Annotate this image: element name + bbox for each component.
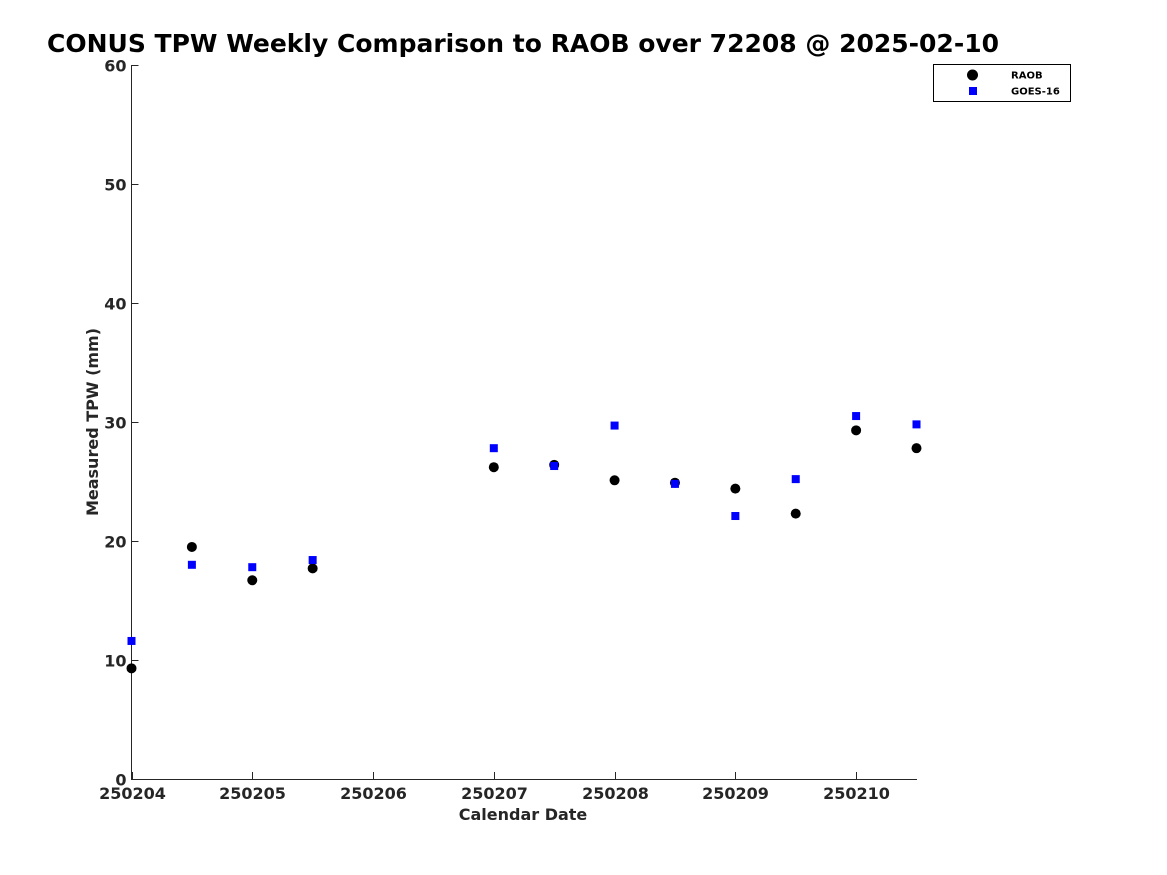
x-ticks: 250204 250205 250206 250207 250208 250209 2502… — [99, 772, 890, 803]
x-tick-label: 250204 — [99, 784, 166, 803]
raob-point — [307, 563, 318, 574]
legend-box — [933, 64, 1071, 102]
legend: RAOB GOES-16 — [933, 64, 1071, 102]
series-layer — [126, 412, 922, 674]
x-tick-label: 250205 — [219, 784, 286, 803]
series-raob — [126, 425, 922, 674]
x-tick-label: 250207 — [461, 784, 528, 803]
raob-point — [609, 475, 620, 486]
goes16-point — [127, 636, 136, 645]
x-axis-label: Calendar Date — [459, 805, 588, 824]
goes16-point — [912, 420, 921, 429]
raob-point — [911, 443, 922, 454]
series-goes16 — [127, 412, 921, 645]
legend-raob-label: RAOB — [1011, 71, 1043, 82]
y-ticks: 0 10 20 30 40 50 60 — [104, 57, 139, 790]
goes16-point — [489, 444, 498, 453]
y-tick-label: 50 — [104, 176, 126, 195]
goes16-point — [791, 475, 800, 484]
raob-point — [186, 541, 197, 552]
legend-goes16-label: GOES-16 — [1011, 87, 1060, 98]
y-tick-label: 20 — [104, 533, 126, 552]
goes16-point — [610, 421, 619, 430]
raob-point — [790, 508, 801, 519]
goes16-point — [731, 512, 740, 521]
goes16-point — [248, 563, 257, 572]
y-tick-label: 60 — [104, 57, 126, 76]
x-tick-label: 250209 — [702, 784, 769, 803]
goes16-point — [550, 462, 559, 471]
goes16-point — [308, 556, 317, 565]
y-tick-label: 40 — [104, 295, 126, 314]
y-tick-label: 0 — [115, 771, 126, 790]
raob-point — [488, 462, 499, 473]
raob-point — [851, 425, 862, 436]
x-tick-label: 250208 — [582, 784, 649, 803]
legend-goes16-marker — [969, 87, 977, 95]
axes — [131, 65, 917, 780]
goes16-point — [670, 479, 679, 488]
legend-raob-marker — [967, 69, 978, 81]
goes16-point — [852, 412, 861, 421]
raob-point — [247, 575, 258, 586]
raob-point — [126, 663, 137, 674]
x-tick-label: 250210 — [823, 784, 890, 803]
y-tick-label: 10 — [104, 652, 126, 671]
raob-point — [730, 483, 741, 494]
chart-title: CONUS TPW Weekly Comparison to RAOB over… — [47, 29, 999, 58]
y-tick-label: 30 — [104, 414, 126, 433]
goes16-point — [187, 560, 196, 569]
x-tick-label: 250206 — [340, 784, 407, 803]
y-axis-label: Measured TPW (mm) — [83, 328, 102, 516]
